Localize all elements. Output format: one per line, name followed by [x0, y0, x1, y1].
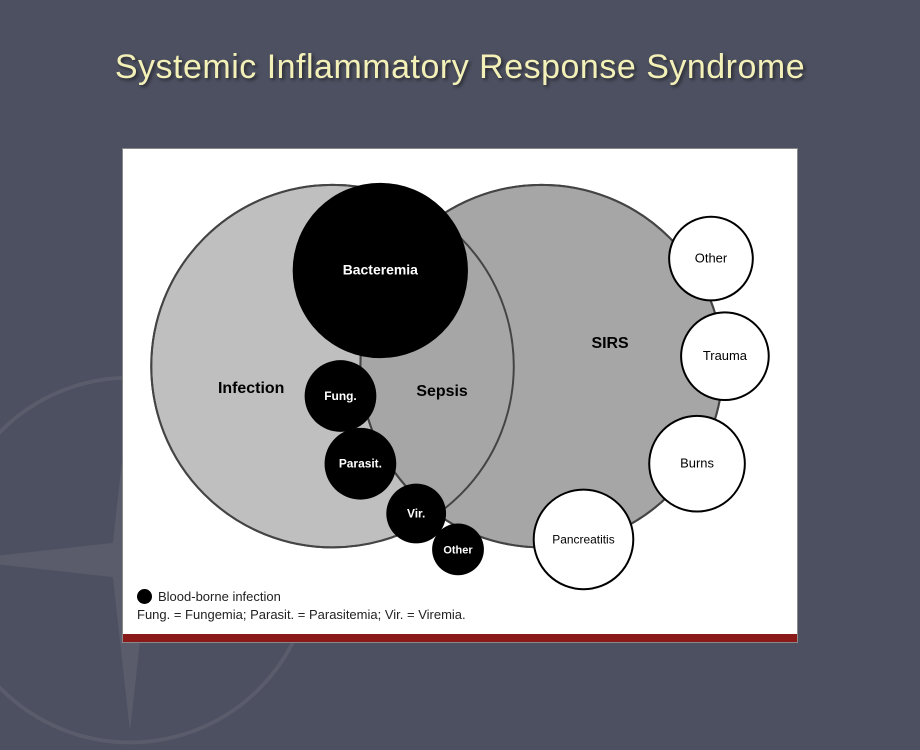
bacteremia-label: Bacteremia — [343, 261, 418, 277]
legend-line2: Fung. = Fungemia; Parasit. = Parasitemia… — [137, 606, 466, 624]
burns-label: Burns — [680, 456, 714, 471]
vir-label: Vir. — [407, 507, 425, 521]
sepsis-label: Sepsis — [416, 383, 467, 400]
bottom-accent-bar — [123, 634, 797, 642]
legend-line1: Blood-borne infection — [158, 588, 281, 606]
slide-title: Systemic Inflammatory Response Syndrome — [0, 0, 920, 87]
infection-label: Infection — [218, 380, 284, 397]
pancreatitis-label: Pancreatitis — [552, 532, 614, 546]
fung-label: Fung. — [324, 389, 356, 403]
parasit-label: Parasit. — [339, 457, 382, 471]
legend-dot-icon — [137, 589, 152, 604]
other_sirs-label: Other — [695, 251, 728, 266]
other-label: Other — [443, 544, 473, 556]
legend: Blood-borne infection Fung. = Fungemia; … — [137, 588, 466, 624]
diagram-frame: Infection SIRS Sepsis Bacteremia Fung. Parasi… — [122, 148, 798, 643]
trauma-label: Trauma — [703, 348, 748, 363]
sirs-label: SIRS — [591, 335, 628, 352]
venn-diagram: Infection SIRS Sepsis Bacteremia Fung. Parasi… — [123, 149, 797, 642]
